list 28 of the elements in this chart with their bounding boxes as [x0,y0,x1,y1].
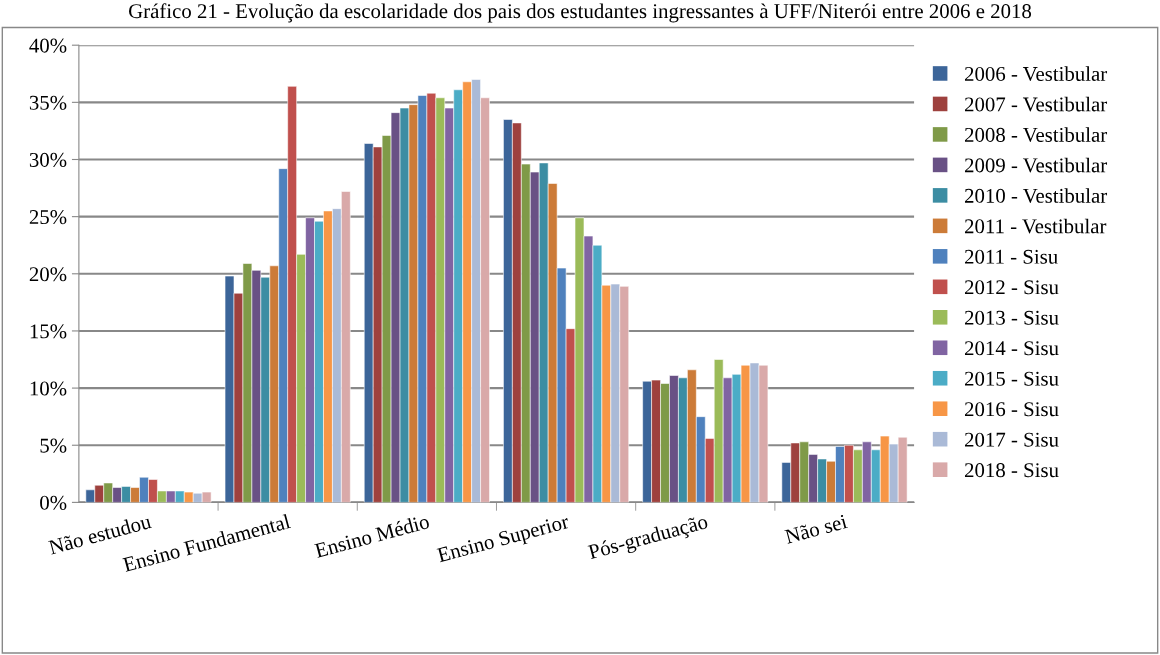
y-tick-label: 5% [40,438,67,453]
legend-label: 2006 - Vestibular [964,66,1108,82]
y-tick-label: 30% [29,152,67,167]
legend-label: 2010 - Vestibular [964,188,1108,203]
legend-label: 2011 - Vestibular [964,218,1107,234]
legend-label: 2014 - Sisu [964,341,1059,356]
x-tick-label: Não estudou [47,513,152,555]
legend-label: 2015 - Sisu [964,371,1059,386]
legend-label: 2013 - Sisu [964,310,1059,325]
x-tick-label: Não sei [784,514,848,544]
y-tick-label: 10% [30,381,67,396]
legend-label: 2017 - Sisu [964,432,1059,447]
y-tick-label: 20% [29,267,67,282]
y-tick-label: 35% [29,95,67,110]
y-tick-label: 15% [30,324,67,339]
legend-label: 2016 - Sisu [964,402,1059,417]
legend-label: 2011 - Sisu [964,249,1058,264]
y-tick-label: 40% [29,38,67,53]
legend-label: 2008 - Vestibular [964,127,1108,143]
legend-label: 2018 - Sisu [964,463,1059,478]
legend-label: 2012 - Sisu [964,280,1059,295]
legend-label: 2007 - Vestibular [964,96,1108,112]
x-tick-label: Ensino Médio [313,513,430,558]
legend-label: 2009 - Vestibular [964,157,1108,173]
chart-title: Gráfico 21 - Evolução da escolaridade dos pais dos estudantes ingressantes à UFF/Niterói entre 2006 e 2018 [129,3,1032,23]
y-tick-label: 25% [29,210,67,225]
x-tick-label: Ensino Superior [436,514,571,567]
y-tick-label: 0% [40,495,67,510]
